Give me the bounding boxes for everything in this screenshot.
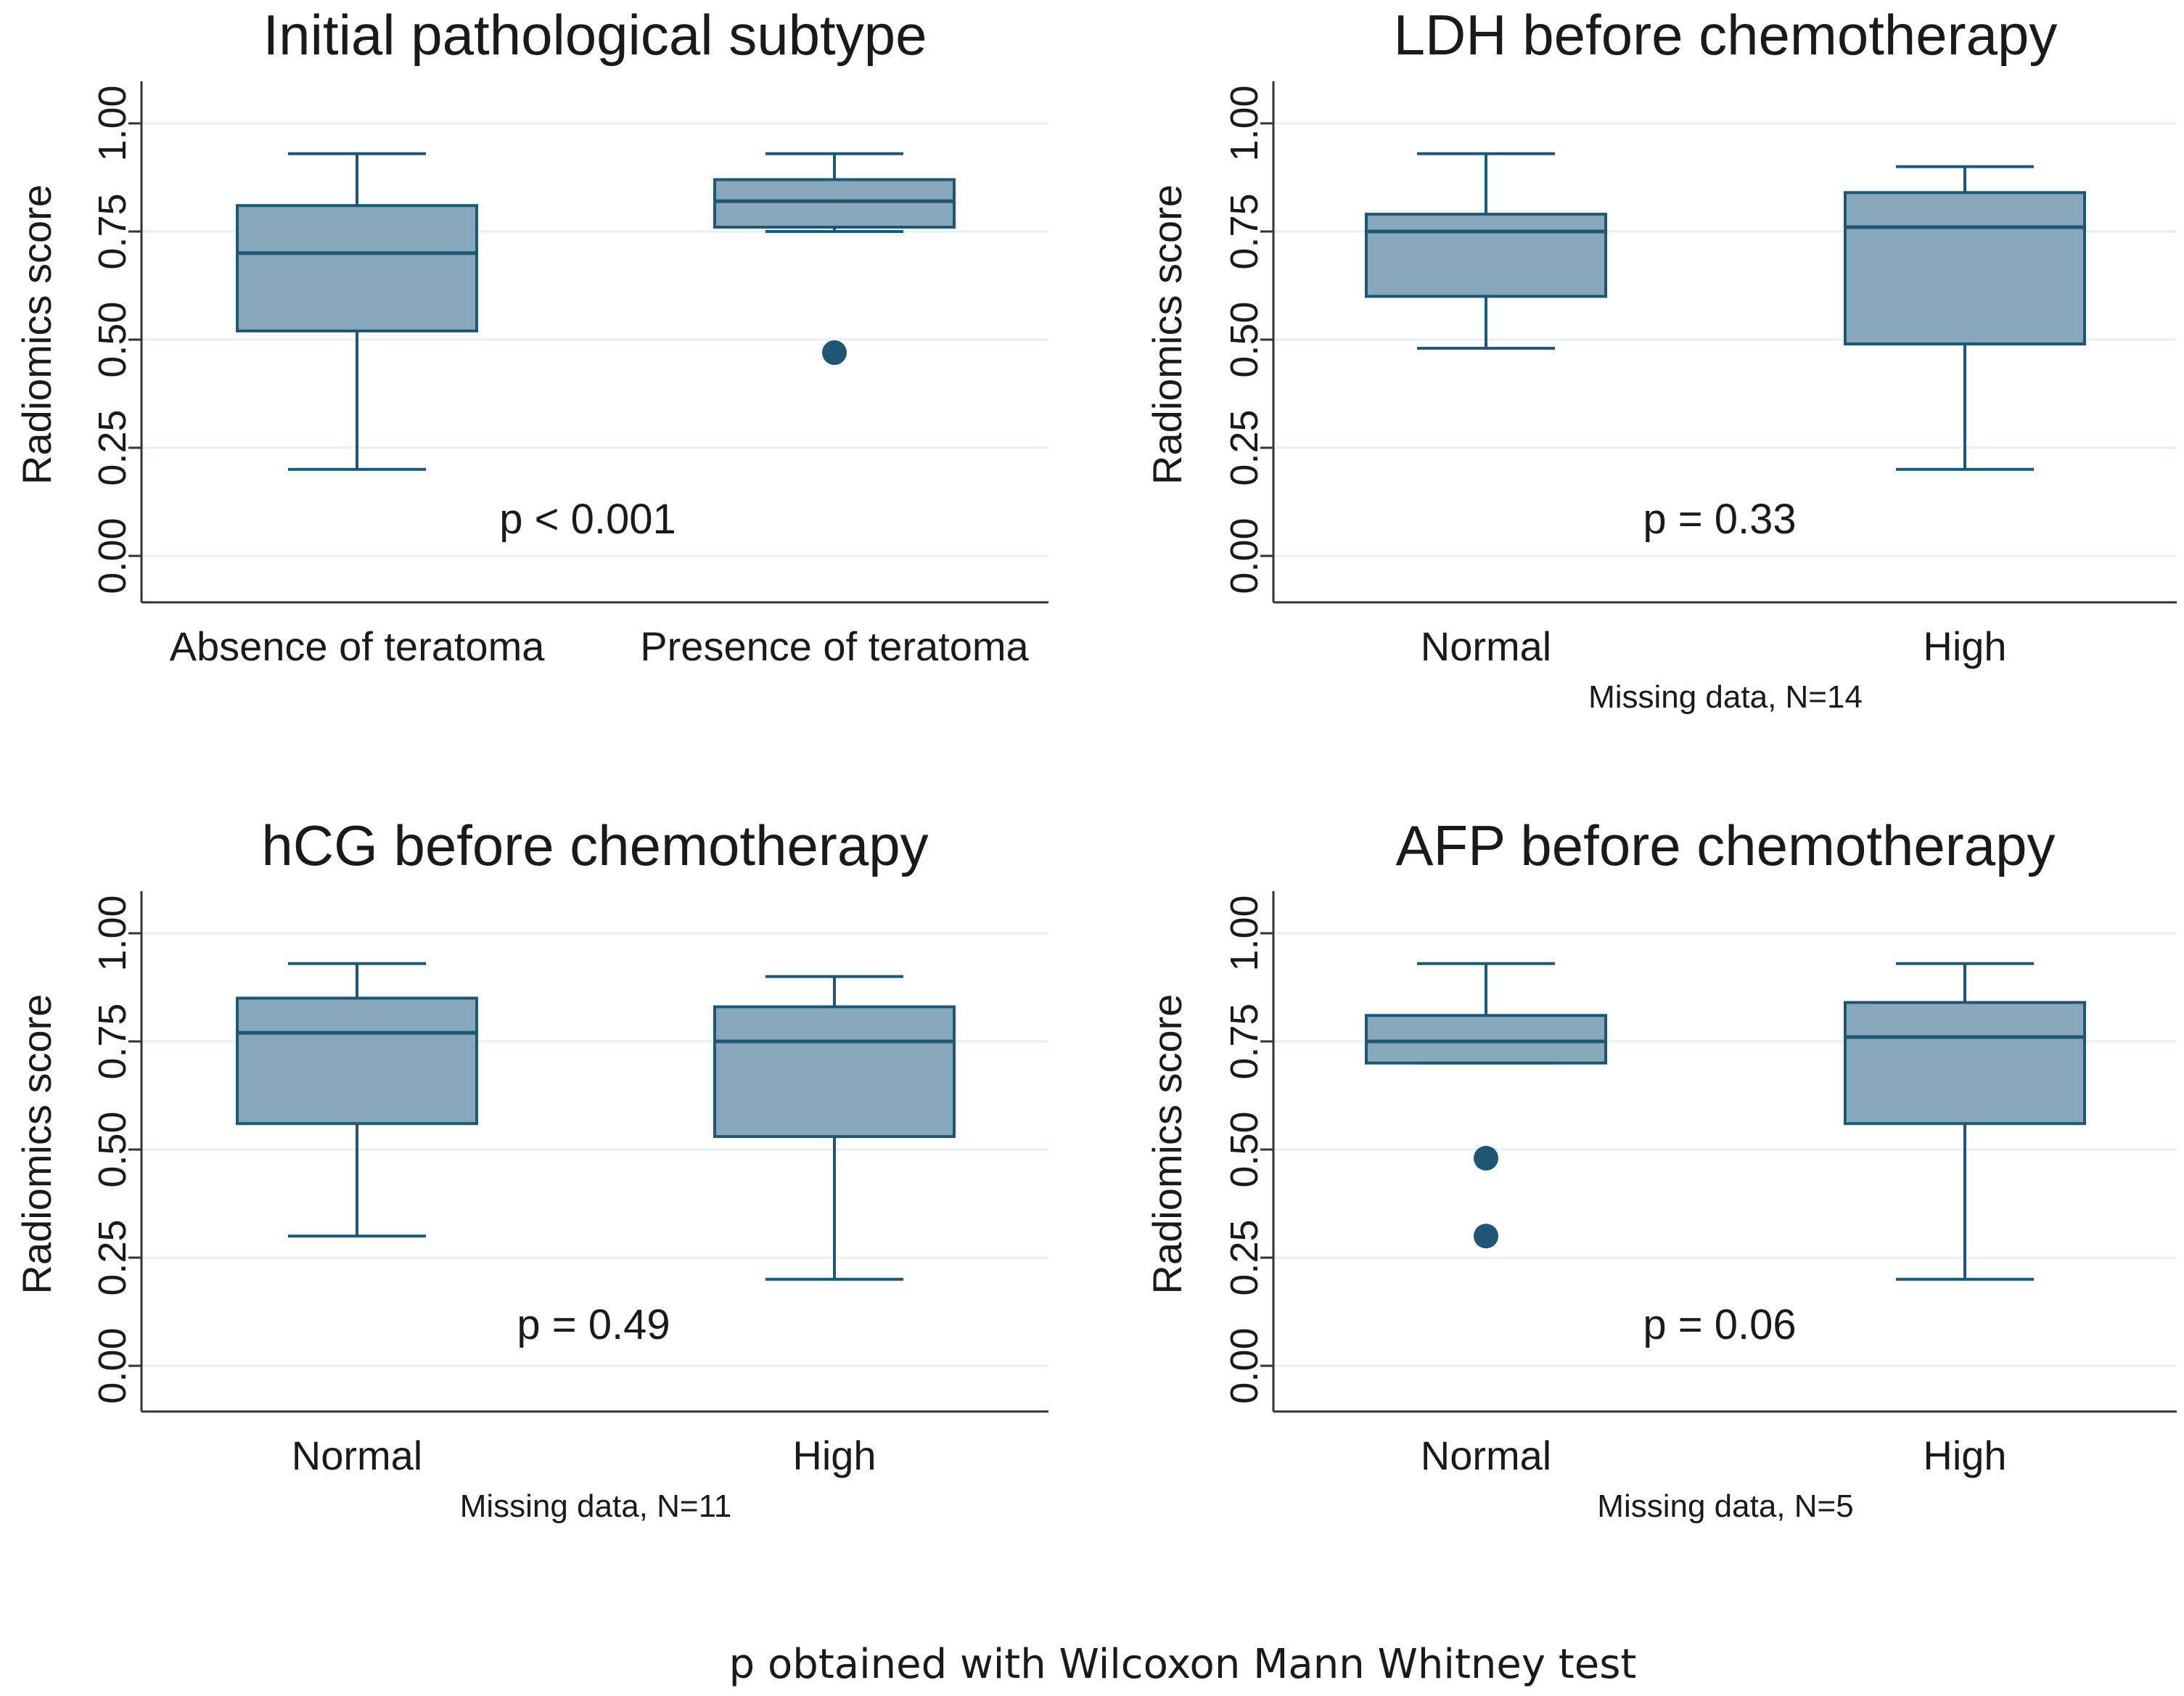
box-1 [1365,962,1607,1249]
y-tick-label: 0.25 [1223,1219,1266,1295]
y-tick-label: 0.00 [1223,1327,1266,1404]
missing-data-note: Missing data, N=5 [1597,1488,1853,1524]
outlier-point [1474,1145,1498,1171]
chart-title: LDH before chemotherapy [1394,3,2058,67]
chart-panel-4: 0.00 0.25 0.50 0.75 1.00 Radiomics score AFP b… [1144,814,2177,1524]
chart-panel-2: 0.00 0.25 0.50 0.75 1.00 Radiomics score LDH b… [1144,3,2177,715]
x-category-label: Normal [1421,623,1551,669]
x-category-label: High [1923,623,2006,669]
p-value-label: p = 0.33 [1643,496,1796,543]
x-category-label: High [1923,1433,2006,1478]
p-value-label: p < 0.001 [499,496,676,543]
missing-data-note: Missing data, N=14 [1588,679,1863,715]
box-1 [236,152,478,471]
box-1 [1365,152,1607,350]
y-tick-label: 1.00 [91,85,134,161]
y-tick-label: 0.75 [91,193,134,269]
box-2 [713,975,956,1281]
outlier-point [822,340,847,365]
y-axis-label: Radiomics score [1144,184,1190,485]
y-tick-label: 0.25 [91,409,134,486]
y-tick-label: 0.25 [91,1219,134,1295]
box-2 [1844,962,2086,1281]
iqr-box [1365,1014,1607,1065]
x-category-label: Absence of teratoma [170,623,546,669]
y-tick-label: 0.00 [91,1327,134,1404]
panels: 0.00 0.25 0.50 0.75 1.00 Radiomics score Initi… [14,3,2177,1524]
y-axis-label: Radiomics score [1144,994,1190,1295]
chart-title: hCG before chemotherapy [261,814,928,877]
y-tick-label: 0.50 [91,301,134,377]
y-tick-label: 0.75 [91,1003,134,1079]
iqr-box [236,996,478,1126]
y-tick-label: 1.00 [1223,85,1266,161]
box-2 [1844,165,2086,471]
x-category-label: Presence of teratoma [640,623,1029,669]
y-tick-label: 0.50 [1223,1111,1266,1187]
y-tick-label: 0.00 [1223,517,1266,594]
x-category-label: Normal [292,1433,422,1478]
y-tick-label: 0.00 [91,517,134,594]
chart-panel-1: 0.00 0.25 0.50 0.75 1.00 Radiomics score Initi… [14,3,1048,669]
y-tick-label: 1.00 [1223,895,1266,971]
y-tick-label: 1.00 [91,895,134,971]
y-tick-label: 0.50 [1223,301,1266,377]
iqr-box [236,204,478,333]
x-category-label: High [792,1433,876,1478]
iqr-box [1365,213,1607,298]
chart-title: AFP before chemotherapy [1395,814,2055,877]
chart-title: Initial pathological subtype [263,3,927,67]
y-tick-label: 0.75 [1223,193,1266,269]
iqr-box [1844,1001,2086,1126]
y-axis-label: Radiomics score [14,994,59,1295]
x-category-label: Normal [1421,1433,1551,1478]
footer-note: p obtained with Wilcoxon Mann Whitney te… [729,1641,1637,1688]
iqr-box [713,178,956,229]
iqr-box [1844,191,2086,345]
box-2 [713,152,956,365]
chart-panel-3: 0.00 0.25 0.50 0.75 1.00 Radiomics score hCG b… [14,814,1048,1524]
y-tick-label: 0.25 [1223,409,1266,486]
y-tick-label: 0.75 [1223,1003,1266,1079]
y-tick-label: 0.50 [91,1111,134,1187]
y-axis-label: Radiomics score [14,184,59,485]
outlier-point [1474,1224,1498,1249]
iqr-box [713,1005,956,1139]
p-value-label: p = 0.49 [517,1301,670,1348]
p-value-label: p = 0.06 [1643,1301,1796,1348]
missing-data-note: Missing data, N=11 [460,1488,732,1524]
box-1 [236,962,478,1238]
